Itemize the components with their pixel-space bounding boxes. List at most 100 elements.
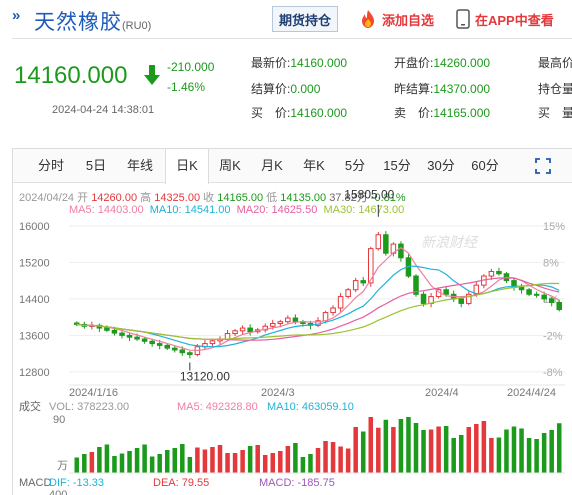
volume-bar <box>217 445 223 473</box>
volume-bar <box>330 442 336 473</box>
volume-bar <box>308 454 313 473</box>
volume-bar <box>180 444 185 473</box>
volume-bar <box>149 456 155 473</box>
candle-body <box>187 352 193 356</box>
stat-value: 14370.000 <box>433 82 491 96</box>
open-in-app-button[interactable]: 在APP中查看 <box>456 6 554 32</box>
volume-bar <box>293 443 298 473</box>
tab-yearly-k[interactable]: 年K <box>303 158 325 173</box>
volume-bar <box>466 427 472 473</box>
candle-body <box>496 270 502 275</box>
y-tick-label: 15200 <box>19 257 50 269</box>
info-amount: 37.82万 <box>329 192 368 204</box>
stat-label: 买 价: <box>251 106 291 120</box>
kline-chart[interactable]: 160001520014400136001280015%8%1%-2%-8%15… <box>13 149 572 495</box>
volume-bar <box>232 453 238 473</box>
volume-bar <box>376 427 381 473</box>
stat-buy-volume: 买 量 <box>538 104 572 121</box>
candle-body <box>179 349 186 354</box>
tab-30min[interactable]: 30分 <box>427 158 455 173</box>
watermark: 新浪财经 <box>421 234 479 250</box>
candle-body <box>383 234 389 254</box>
info-high: 14325.00 <box>154 192 201 204</box>
volume-bar <box>398 419 404 473</box>
y-tick-label: 12800 <box>19 367 50 379</box>
ma30-value: MA30: 14673.00 <box>323 204 405 216</box>
tab-5day[interactable]: 5日 <box>85 158 107 173</box>
volume-bar <box>247 446 253 473</box>
info-close: 14165.00 <box>217 192 264 204</box>
tab-5min[interactable]: 5分 <box>344 158 366 173</box>
stat-value: 14260.000 <box>433 56 491 70</box>
candle-body <box>74 322 80 325</box>
volume-bar <box>541 433 547 473</box>
tab-60min[interactable]: 60分 <box>471 158 499 173</box>
fire-icon <box>362 10 374 28</box>
volume-bar <box>338 446 343 473</box>
volume-bar <box>360 431 366 473</box>
tab-daily-k[interactable]: 日K <box>165 149 209 184</box>
volume-bar <box>172 448 178 473</box>
candle-body <box>360 280 366 284</box>
candle-body <box>224 333 231 340</box>
tab-15min[interactable]: 15分 <box>383 158 411 173</box>
volume-bar <box>270 453 276 473</box>
candle-body <box>473 284 480 295</box>
tab-intraday[interactable]: 分时 <box>37 158 64 173</box>
add-favorite-label: 添加自选 <box>382 12 435 28</box>
volume-bar <box>112 456 117 473</box>
candle-body <box>337 296 344 309</box>
macd-dif: DIF: -13.33 <box>49 477 104 489</box>
volume-bar <box>119 453 125 473</box>
volume-bar <box>406 417 411 473</box>
candle-body <box>541 294 547 300</box>
tab-weekly-k[interactable]: 周K <box>219 158 241 173</box>
candle-body <box>556 302 562 311</box>
kline-chart-card: 分时 5日 年线 日K 周K 月K 年K 5分 15分 30分 60分 2024… <box>12 148 572 495</box>
info-date: 2024/04/24 <box>19 192 75 204</box>
tab-year-line[interactable]: 年线 <box>126 158 153 173</box>
candle-body <box>164 344 170 349</box>
ma20-line <box>76 277 560 341</box>
open-in-app-label: 在APP中查看 <box>475 12 554 28</box>
fullscreen-icon[interactable] <box>535 158 551 174</box>
volume-bar <box>202 449 208 473</box>
volume-bar <box>526 438 532 473</box>
add-favorite-button[interactable]: 添加自选 <box>358 6 434 32</box>
ma5-value: MA5: 14403.00 <box>69 204 144 216</box>
stat-high: 最高价 <box>538 54 572 71</box>
volume-bar <box>549 430 554 473</box>
kline-info-row: 2024/04/24 开 14260.00 高 14325.00 收 14165… <box>19 189 406 205</box>
volume-ma10: MA10: 463059.10 <box>267 401 354 413</box>
macd-axis-top: 400 <box>49 489 67 495</box>
volume-bar <box>534 439 539 473</box>
volume-bar <box>383 419 389 473</box>
candle-body <box>526 289 532 295</box>
candle-body <box>368 248 374 284</box>
candle-body <box>247 327 253 333</box>
volume-value: VOL: 378223.00 <box>49 401 129 413</box>
header-divider <box>12 38 572 39</box>
volume-bar <box>353 427 358 473</box>
price-change-percent: -1.46% <box>167 80 206 94</box>
volume-bar <box>82 454 87 473</box>
stat-label: 昨结算: <box>394 82 434 96</box>
volume-bar <box>262 455 268 473</box>
phone-icon <box>456 9 470 29</box>
stat-value: 14160.000 <box>290 106 348 120</box>
volume-label: 成交 <box>19 399 41 413</box>
volume-bar <box>240 450 245 473</box>
volume-bar <box>323 441 328 473</box>
volume-ma5: MA5: 492328.80 <box>177 401 258 413</box>
volume-bar <box>157 454 162 473</box>
volume-bar <box>164 450 170 473</box>
volume-bar <box>127 451 132 473</box>
macd-value: MACD: -185.75 <box>259 477 335 489</box>
volume-bar <box>481 421 487 473</box>
volume-bar <box>278 451 283 473</box>
candle-body <box>141 338 148 342</box>
candle-body <box>548 298 555 304</box>
candle-body <box>277 321 284 325</box>
futures-position-button[interactable]: 期货持仓 <box>272 6 338 32</box>
tab-monthly-k[interactable]: 月K <box>261 158 283 173</box>
